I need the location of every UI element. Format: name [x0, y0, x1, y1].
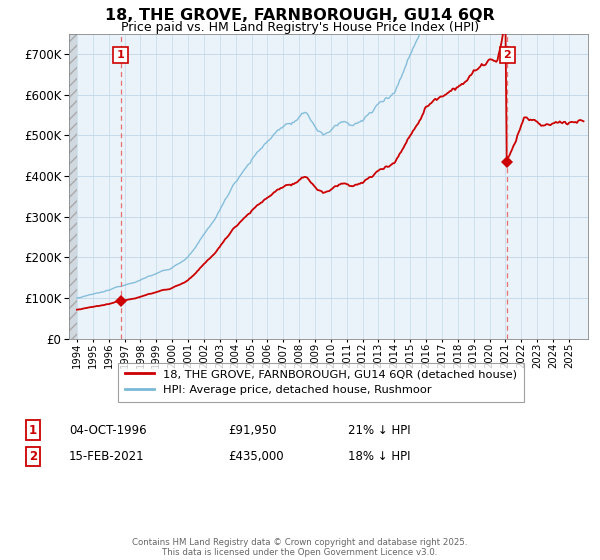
Bar — [69, 34, 77, 339]
Text: 15-FEB-2021: 15-FEB-2021 — [69, 450, 145, 463]
Text: £91,950: £91,950 — [228, 423, 277, 437]
Text: 18% ↓ HPI: 18% ↓ HPI — [348, 450, 410, 463]
Text: 1: 1 — [117, 50, 124, 60]
Legend: 18, THE GROVE, FARNBOROUGH, GU14 6QR (detached house), HPI: Average price, detac: 18, THE GROVE, FARNBOROUGH, GU14 6QR (de… — [118, 362, 524, 402]
Text: 21% ↓ HPI: 21% ↓ HPI — [348, 423, 410, 437]
Text: 2: 2 — [29, 450, 37, 463]
Text: Contains HM Land Registry data © Crown copyright and database right 2025.
This d: Contains HM Land Registry data © Crown c… — [132, 538, 468, 557]
Text: Price paid vs. HM Land Registry's House Price Index (HPI): Price paid vs. HM Land Registry's House … — [121, 21, 479, 34]
Text: 18, THE GROVE, FARNBOROUGH, GU14 6QR: 18, THE GROVE, FARNBOROUGH, GU14 6QR — [105, 8, 495, 24]
Text: £435,000: £435,000 — [228, 450, 284, 463]
Text: 04-OCT-1996: 04-OCT-1996 — [69, 423, 146, 437]
Text: 1: 1 — [29, 423, 37, 437]
Text: 2: 2 — [503, 50, 511, 60]
